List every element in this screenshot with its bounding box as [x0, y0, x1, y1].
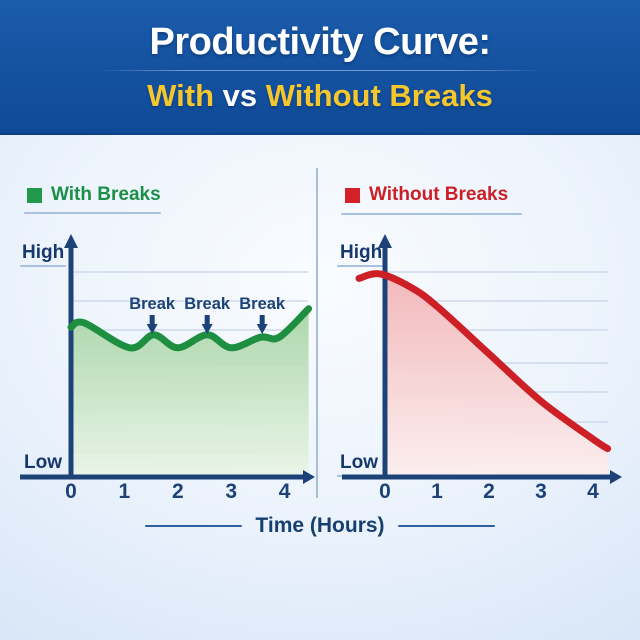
x-tick-label: 0: [65, 480, 77, 502]
legend-without-breaks: Without Breaks: [345, 184, 508, 206]
y-high-underline-left: [20, 265, 66, 267]
y-high-label-left: High: [22, 242, 65, 263]
panel-divider: [316, 168, 318, 498]
page-title: Productivity Curve:: [149, 21, 491, 63]
x-axis-arrow-icon: [303, 470, 315, 484]
red-swatch-icon: [345, 187, 360, 203]
page-subtitle: With vs Without Breaks: [147, 78, 493, 114]
subtitle-with: With: [147, 78, 215, 113]
x-axis-title: Time (Hours): [255, 514, 385, 537]
without-breaks-chart: 0 1 2 3 4: [342, 234, 622, 502]
x-tick-label: 3: [535, 480, 547, 502]
y-high-underline-right: [337, 265, 383, 267]
legend-with-breaks: With Breaks: [27, 184, 161, 206]
x-tick-label: 4: [587, 480, 599, 502]
y-low-label-left: Low: [24, 452, 62, 473]
break-arrow-icon: [146, 324, 158, 334]
x-tick-label: 3: [225, 480, 237, 502]
x-axis-arrow-icon: [610, 470, 622, 484]
legend-right-underline: [341, 213, 522, 215]
legend-left-underline: [24, 212, 161, 214]
with-breaks-chart: 0 1 2 3 4 Break Break Break: [20, 234, 315, 502]
x-tick-label: 2: [483, 480, 495, 502]
break-arrow-icon: [256, 324, 268, 334]
title-divider: [95, 70, 545, 71]
x-tick-label: 1: [431, 480, 443, 502]
header-banner: Productivity Curve: With vs Without Brea…: [0, 0, 640, 135]
legend-with-breaks-label: With Breaks: [51, 184, 161, 205]
x-tick-label: 4: [279, 480, 291, 502]
break-label: Break: [239, 295, 286, 313]
x-tick-label: 1: [119, 480, 131, 502]
series-line: [355, 270, 612, 453]
time-line-left: [145, 524, 243, 528]
y-low-label-right: Low: [340, 452, 378, 473]
y-high-label-right: High: [340, 242, 383, 263]
break-arrow-icon: [201, 324, 213, 334]
y-axis-arrow-icon: [64, 234, 78, 248]
subtitle-without: Without Breaks: [265, 78, 493, 113]
area-fill: [385, 275, 608, 477]
series-line: [67, 305, 313, 352]
legend-without-breaks-label: Without Breaks: [369, 184, 509, 205]
x-tick-label: 2: [172, 480, 184, 502]
time-line-right: [397, 524, 495, 528]
break-label: Break: [129, 295, 176, 313]
x-tick-label: 0: [379, 480, 391, 502]
x-axis-title-row: Time (Hours): [0, 514, 640, 538]
y-axis-arrow-icon: [378, 234, 392, 248]
green-swatch-icon: [27, 187, 42, 203]
break-label: Break: [184, 295, 231, 313]
subtitle-vs: vs: [214, 78, 266, 113]
